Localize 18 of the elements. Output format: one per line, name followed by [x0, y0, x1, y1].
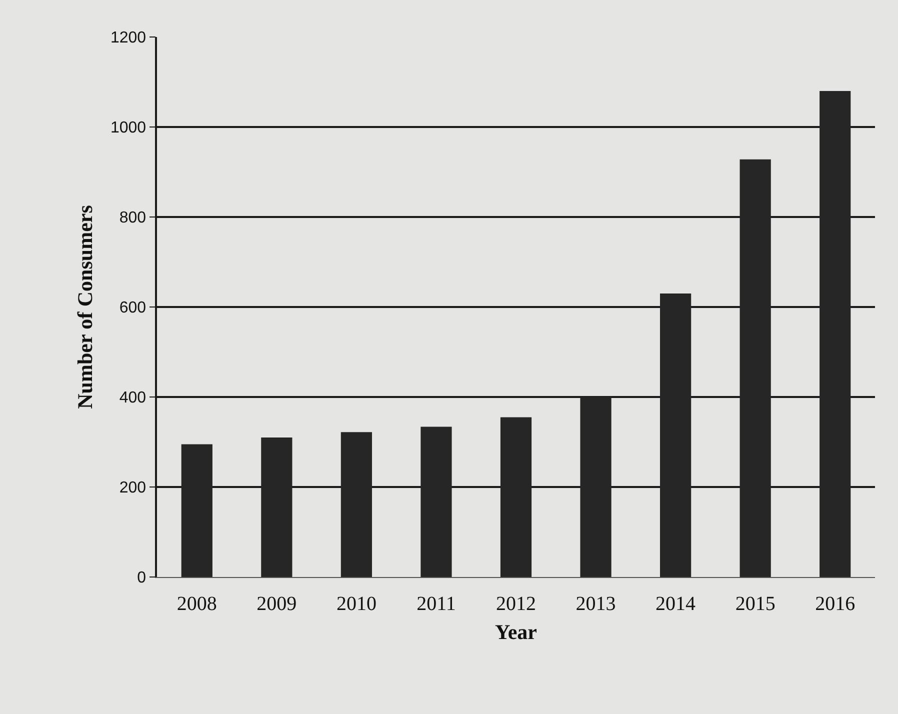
y-tick-label: 600 — [119, 300, 146, 317]
y-tick-label: 800 — [119, 210, 146, 227]
y-tick-label: 1200 — [110, 30, 146, 47]
x-tick-label: 2015 — [735, 593, 776, 615]
y-axis-title: Number of Consumers — [73, 205, 98, 409]
x-tick-label: 2013 — [576, 593, 616, 615]
x-tick-label: 2009 — [256, 593, 297, 615]
x-tick-label: 2010 — [336, 593, 376, 615]
x-axis-title: Year — [495, 620, 537, 644]
x-tick-label: 2008 — [176, 593, 217, 615]
x-tick-label: 2014 — [656, 593, 696, 615]
y-tick-label: 200 — [119, 480, 146, 497]
x-tick-label: 2016 — [815, 593, 856, 615]
y-tick-label: 400 — [119, 390, 146, 407]
y-tick-label: 1000 — [110, 120, 146, 137]
x-tick-label: 2012 — [496, 593, 536, 615]
x-tick-label: 2011 — [416, 593, 456, 615]
y-tick-label: 0 — [137, 570, 146, 587]
